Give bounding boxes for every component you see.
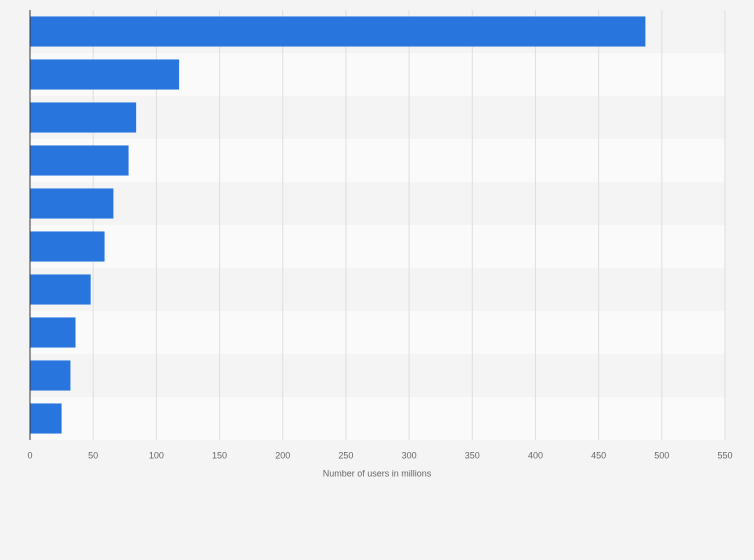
row-band (30, 182, 725, 225)
bar (30, 403, 62, 434)
bar (30, 274, 91, 305)
x-tick-label: 300 (402, 450, 417, 460)
x-tick-label: 50 (88, 450, 98, 460)
row-band (30, 96, 725, 139)
row-band (30, 397, 725, 440)
x-axis-label: Number of users in millions (323, 468, 432, 478)
x-tick-label: 450 (591, 450, 606, 460)
bar (30, 360, 71, 391)
row-band (30, 311, 725, 354)
bar (30, 59, 180, 90)
bar (30, 102, 137, 133)
x-tick-label: 150 (212, 450, 227, 460)
row-band (30, 354, 725, 397)
row-band (30, 225, 725, 268)
x-tick-label: 400 (528, 450, 543, 460)
x-tick-label: 500 (654, 450, 669, 460)
x-tick-label: 200 (275, 450, 290, 460)
row-band (30, 268, 725, 311)
bar (30, 231, 105, 262)
x-tick-label: 0 (27, 450, 32, 460)
bar (30, 317, 76, 348)
x-tick-label: 350 (465, 450, 480, 460)
bar (30, 188, 114, 219)
x-tick-label: 550 (717, 450, 732, 460)
x-tick-label: 250 (338, 450, 353, 460)
bar (30, 16, 646, 47)
x-tick-label: 100 (149, 450, 164, 460)
bar (30, 145, 129, 176)
row-band (30, 139, 725, 182)
